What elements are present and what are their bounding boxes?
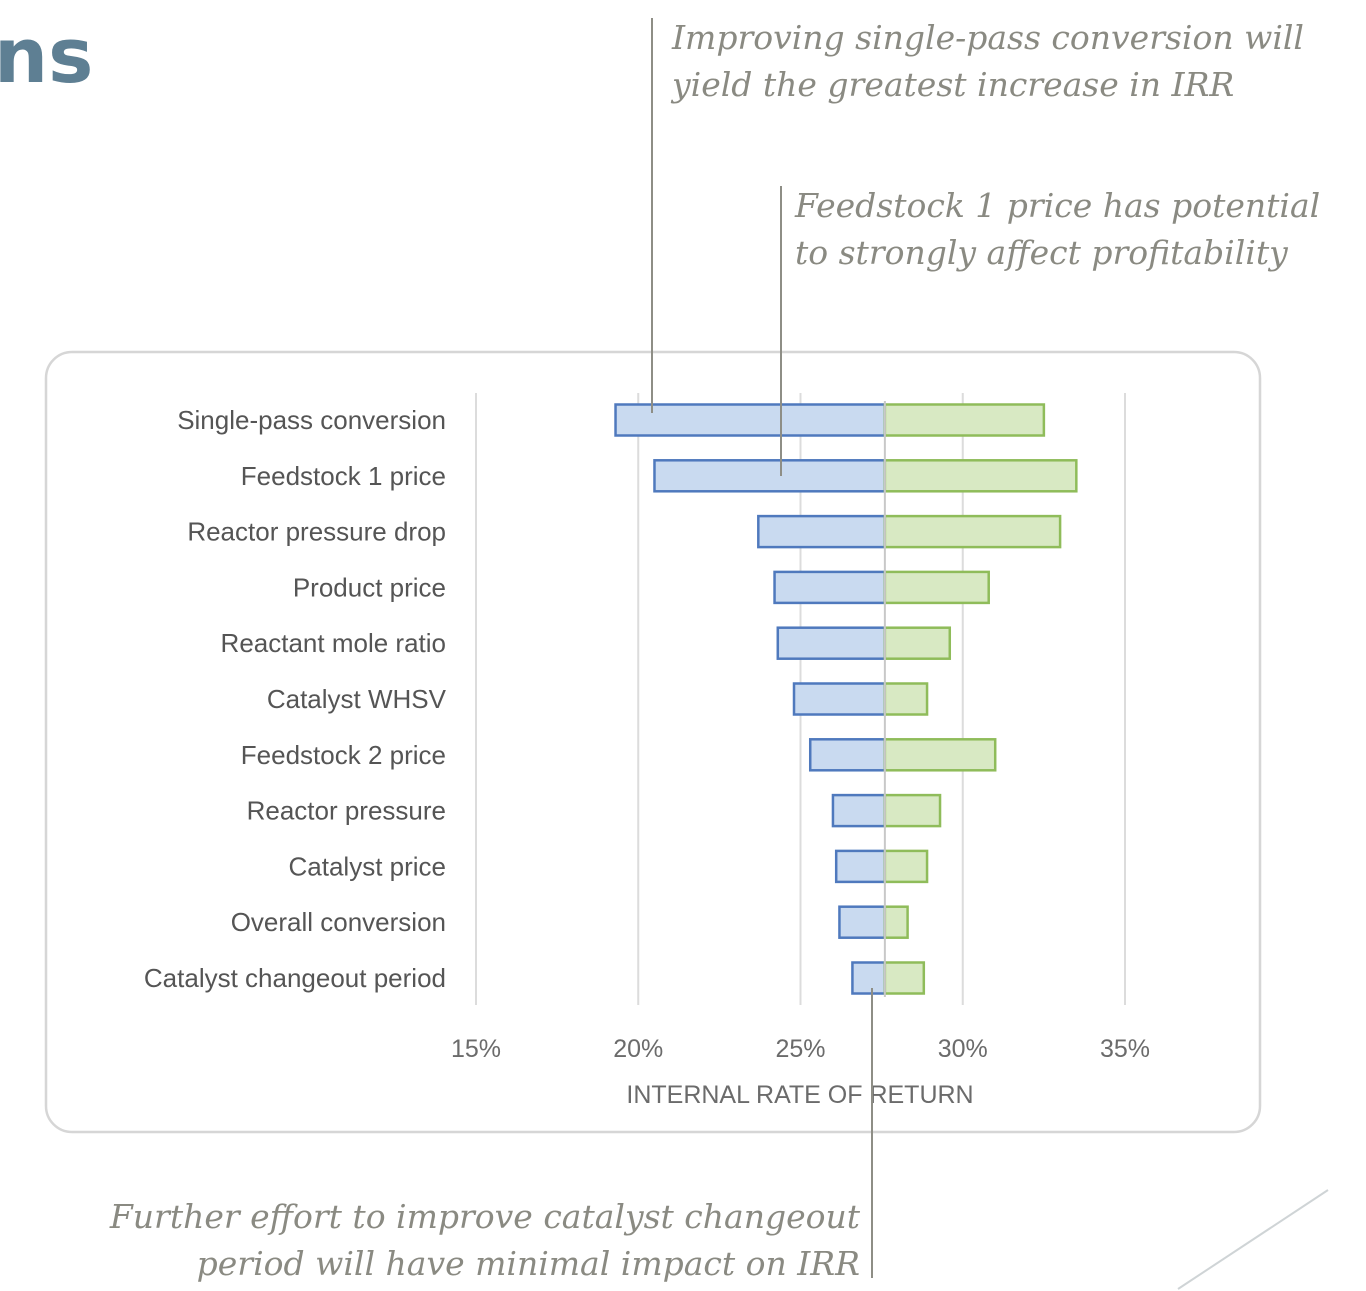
bar-high bbox=[883, 849, 929, 884]
category-label: Overall conversion bbox=[231, 907, 446, 937]
chart-frame bbox=[44, 350, 1262, 1134]
x-tick-label: 30% bbox=[938, 1035, 988, 1063]
slide-title-fragment: ns bbox=[0, 11, 94, 100]
bar-high bbox=[883, 738, 997, 772]
decorative-diagonal-line bbox=[1177, 1189, 1329, 1290]
bar-high bbox=[883, 626, 952, 660]
category-label: Catalyst price bbox=[289, 851, 447, 881]
callout-line: period will have minimal impact on IRR bbox=[196, 1244, 860, 1283]
x-tick-label: 15% bbox=[451, 1035, 501, 1063]
bar-high bbox=[883, 793, 942, 828]
category-label: Catalyst changeout period bbox=[144, 963, 446, 993]
bar-low bbox=[808, 738, 887, 772]
category-label: Reactor pressure bbox=[247, 796, 446, 826]
bar-low bbox=[653, 459, 887, 493]
bar-low bbox=[614, 403, 887, 437]
category-label: Product price bbox=[293, 572, 446, 602]
x-axis-title: INTERNAL RATE OF RETURN bbox=[626, 1081, 973, 1109]
x-tick-label: 35% bbox=[1100, 1035, 1150, 1063]
bar-high bbox=[883, 459, 1078, 493]
bar-low bbox=[851, 961, 887, 995]
callout-catalyst-changeout: Further effort to improve catalyst chang… bbox=[110, 1193, 860, 1287]
bar-low bbox=[838, 905, 887, 939]
bar-low bbox=[776, 626, 887, 660]
callout-line: to strongly affect profitability bbox=[795, 233, 1288, 272]
category-label: Single-pass conversion bbox=[177, 405, 446, 435]
category-label: Feedstock 2 price bbox=[241, 740, 446, 770]
category-label: Feedstock 1 price bbox=[241, 461, 446, 491]
bar-low bbox=[831, 793, 887, 828]
bar-high bbox=[883, 905, 909, 939]
bar-high bbox=[883, 570, 990, 605]
callout-line: Feedstock 1 price has potential bbox=[795, 186, 1321, 225]
x-tick-label: 25% bbox=[775, 1035, 825, 1063]
bar-high bbox=[883, 514, 1062, 549]
callout-feedstock-1-price: Feedstock 1 price has potential to stron… bbox=[795, 182, 1320, 276]
callout-line: Improving single-pass conversion will bbox=[672, 18, 1304, 57]
bar-high bbox=[883, 403, 1046, 437]
bar-high bbox=[883, 961, 926, 995]
x-tick-label: 20% bbox=[613, 1035, 663, 1063]
callout-line: Further effort to improve catalyst chang… bbox=[109, 1197, 860, 1236]
bar-low bbox=[792, 682, 887, 716]
bar-low bbox=[834, 849, 887, 884]
category-label: Catalyst WHSV bbox=[267, 684, 447, 714]
bar-high bbox=[883, 682, 929, 716]
category-label: Reactor pressure drop bbox=[187, 517, 446, 547]
callout-line: yield the greatest increase in IRR bbox=[672, 65, 1235, 104]
callout-single-pass-conversion: Improving single-pass conversion will yi… bbox=[672, 14, 1304, 108]
bar-low bbox=[757, 514, 887, 549]
category-label: Reactant mole ratio bbox=[221, 628, 446, 658]
bar-low bbox=[773, 570, 887, 605]
